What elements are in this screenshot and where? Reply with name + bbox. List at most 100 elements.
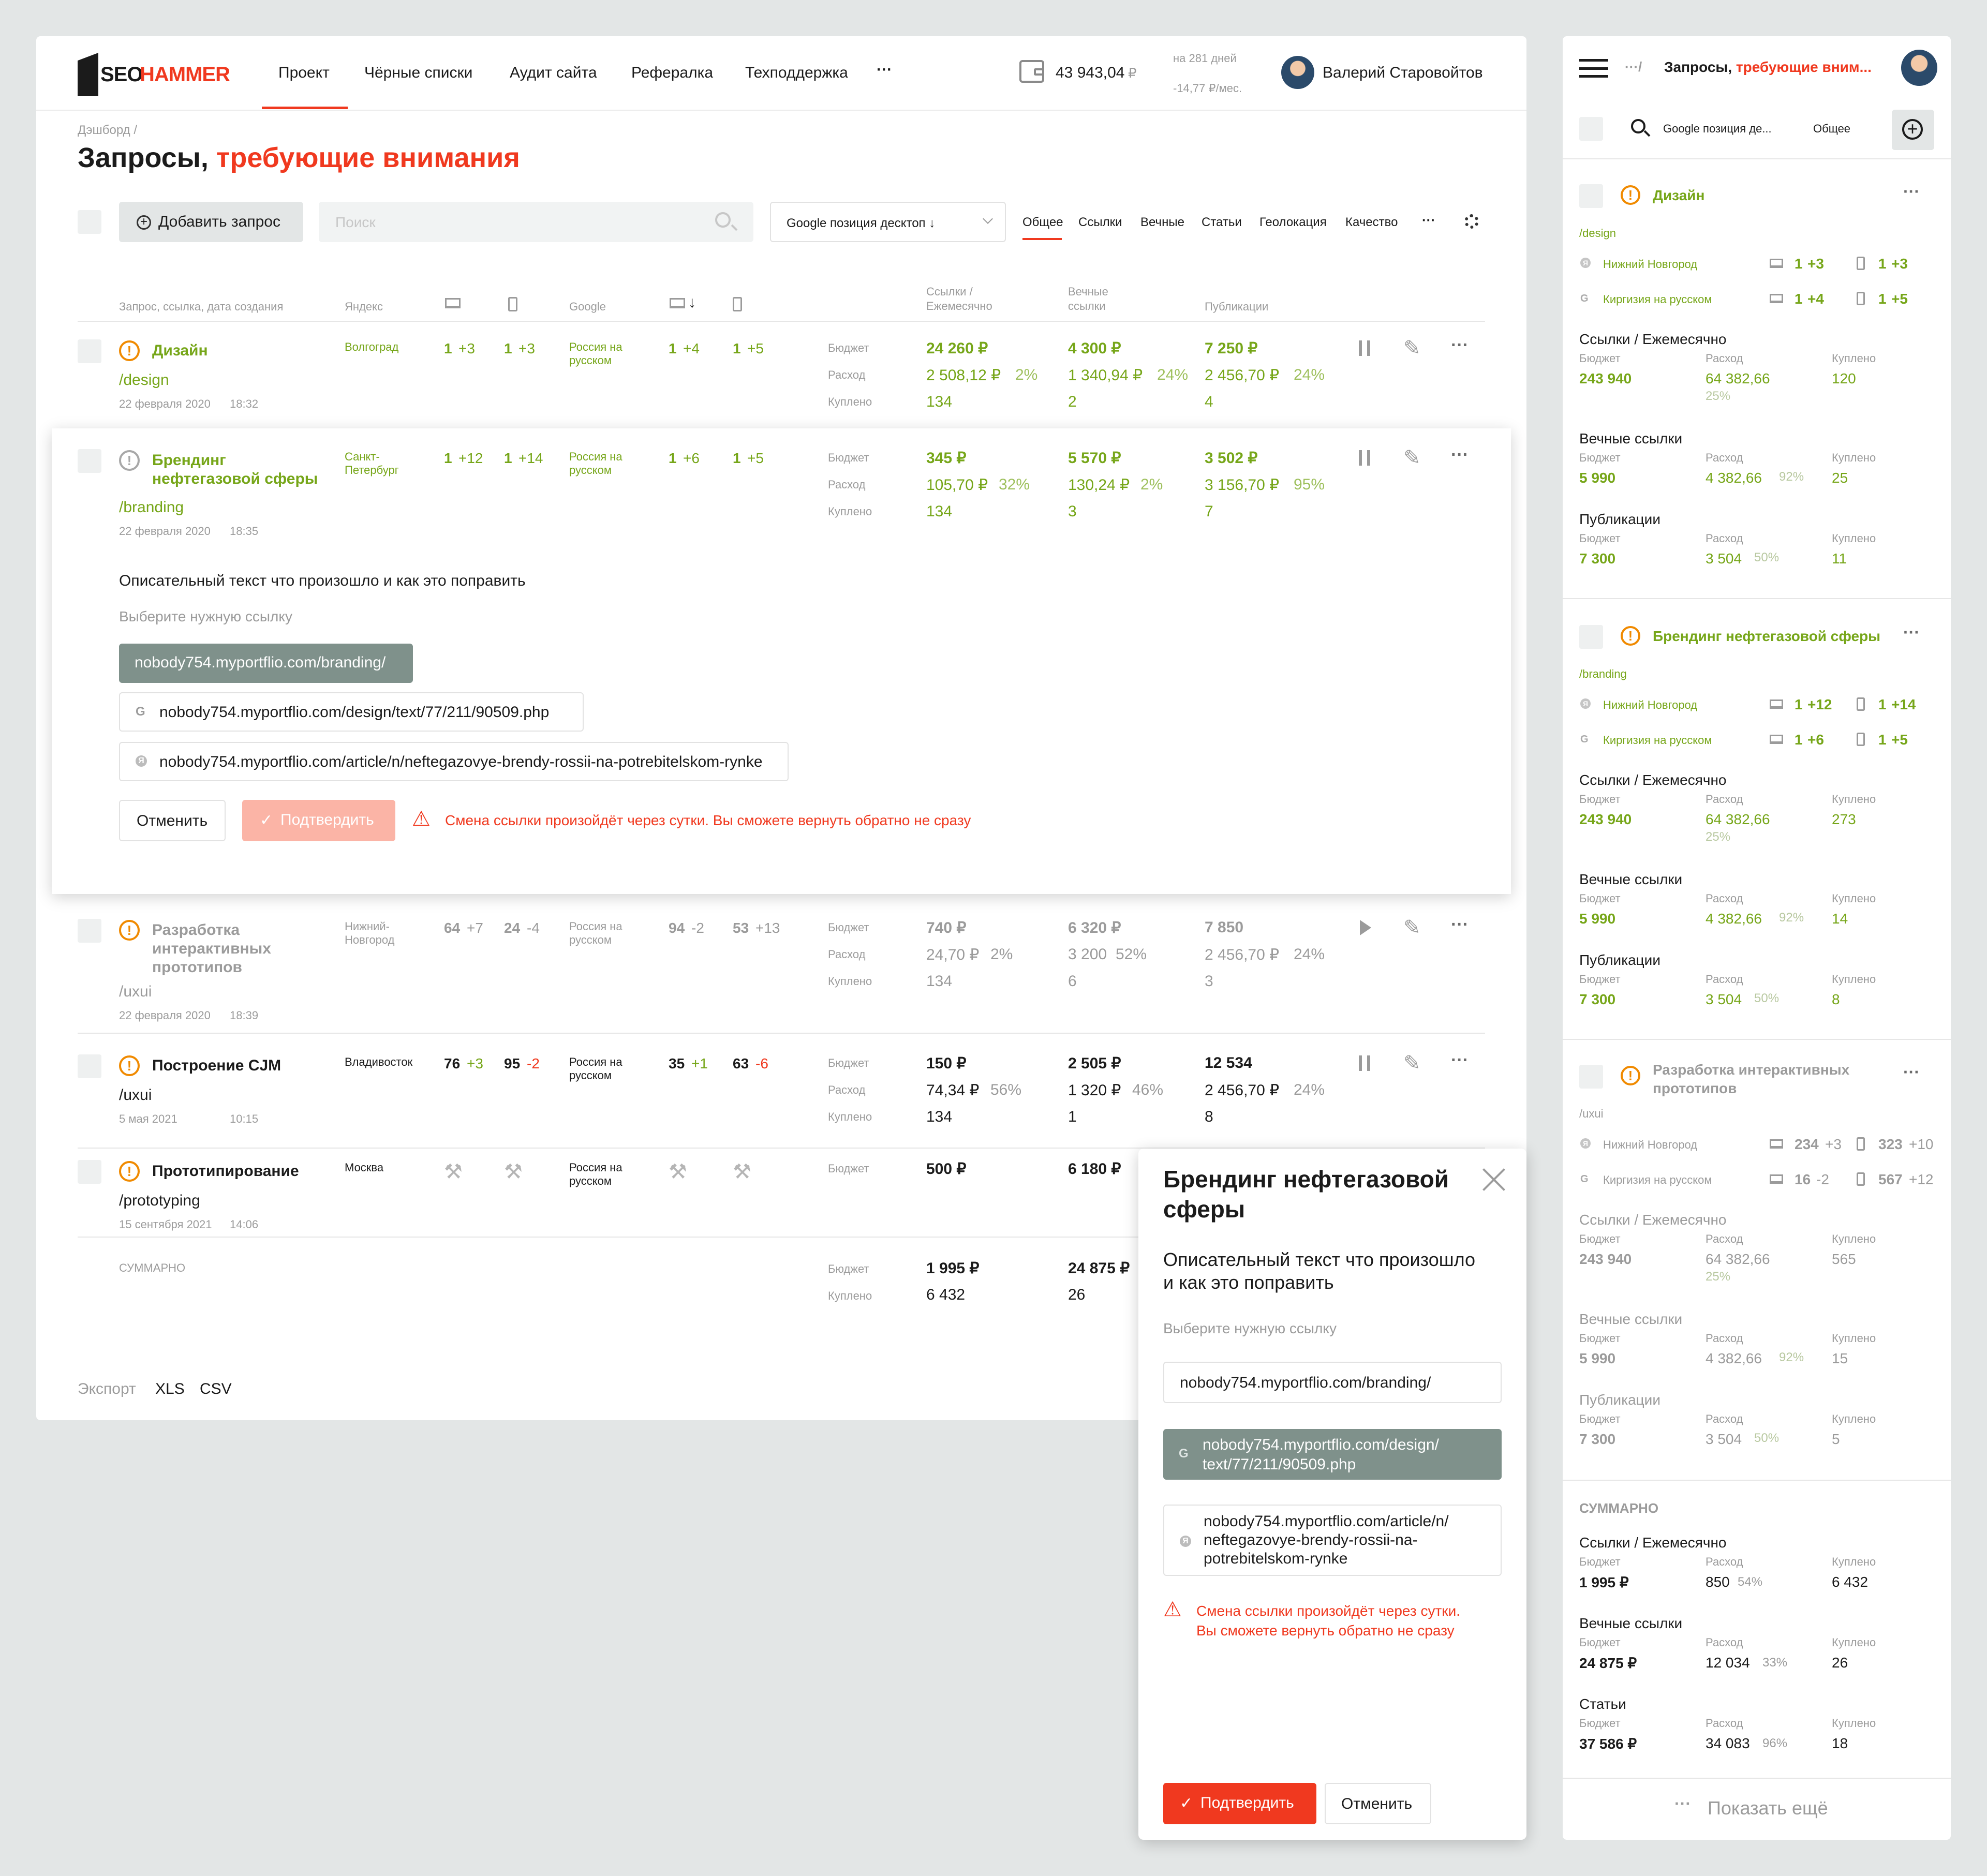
row-title[interactable]: Построение CJM [152,1057,281,1074]
row-date: 5 мая 2021 [119,1112,177,1125]
row-path[interactable]: /uxui [119,983,152,1000]
tab-geo[interactable]: Геолокация [1259,215,1327,229]
mobile-tab-general[interactable]: Общее [1813,122,1851,135]
nav-blacklists[interactable]: Чёрные списки [364,64,473,81]
add-button[interactable]: + [1892,110,1934,150]
row-checkbox[interactable] [78,1054,101,1078]
card-path[interactable]: /branding [1579,667,1627,680]
summary-spend: 12 034 [1706,1655,1750,1671]
select-all-checkbox[interactable] [78,210,101,234]
breadcrumb[interactable]: Дэшборд / [78,123,137,137]
pause-icon[interactable] [1359,450,1370,466]
modal-link-option-2-selected[interactable]: G nobody754.myportflio.com/design/ text/… [1163,1429,1502,1480]
sort-arrow-icon[interactable]: ↓ [688,294,696,311]
row-title[interactable]: Брендинг нефтегазовой сферы [152,452,318,487]
nav-referral[interactable]: Рефералка [631,64,714,81]
sort-select[interactable]: Google позиция десктоп ↓ [770,202,1006,242]
card-checkbox[interactable] [1579,184,1603,208]
card-checkbox[interactable] [1579,1065,1603,1089]
more-icon[interactable]: ··· [1451,335,1469,355]
metric-label: Куплено [1832,1232,1876,1245]
more-icon[interactable]: ··· [1903,623,1920,642]
edit-pencil-icon[interactable]: ✎ [1403,337,1421,360]
card-path[interactable]: /design [1579,227,1616,240]
tab-quality[interactable]: Качество [1345,215,1398,229]
nav-support[interactable]: Техподдержка [745,64,848,81]
avatar[interactable] [1281,56,1314,89]
tab-general[interactable]: Общее [1022,215,1063,229]
hamburger-icon[interactable] [1579,59,1608,78]
pause-icon[interactable] [1359,340,1370,356]
position-delta: +14 [1891,696,1916,712]
link-option-yandex[interactable]: Я nobody754.myportflio.com/article/n/nef… [119,742,789,781]
modal-link-option-1[interactable]: nobody754.myportflio.com/branding/ [1163,1362,1502,1403]
page-title-black: Запросы, [78,142,216,173]
modal-desc-line1: Описательный текст что произошло [1163,1249,1476,1270]
more-icon[interactable]: ··· [1903,1063,1920,1081]
card-title[interactable]: Разработка интерактивных [1653,1062,1850,1078]
play-icon[interactable] [1360,920,1371,935]
position-delta: +3 [518,340,535,356]
edit-pencil-icon[interactable]: ✎ [1403,1052,1421,1075]
edit-pencil-icon[interactable]: ✎ [1403,916,1421,939]
row-checkbox[interactable] [78,919,101,943]
tab-eternal[interactable]: Вечные [1140,215,1184,229]
nav-more[interactable]: ··· [877,61,892,78]
export-csv-link[interactable]: CSV [200,1380,232,1397]
close-icon[interactable] [1481,1167,1507,1193]
more-icon[interactable]: ··· [1451,915,1469,934]
modal-cancel-button[interactable]: Отменить [1325,1783,1431,1824]
row-title[interactable]: Разработка интерактивных прототипов [152,921,271,976]
section-title: Ссылки / Ежемесячно [1579,1535,1727,1551]
mobile-breadcrumb[interactable]: ···/ [1625,59,1642,75]
more-icon[interactable]: ··· [1903,182,1920,201]
card-title[interactable]: прототипов [1653,1080,1737,1096]
add-request-button[interactable]: + Добавить запрос [119,202,303,242]
metric-spend-percent: 25% [1706,830,1731,844]
position-delta: +4 [683,340,700,356]
nav-audit[interactable]: Аудит сайта [510,64,597,81]
position-value: 1 [733,450,741,466]
search-icon[interactable] [1631,119,1645,133]
gear-icon[interactable] [1464,214,1479,229]
row-path[interactable]: /uxui [119,1086,152,1104]
metric-spend-percent: 50% [1754,1431,1780,1445]
row-checkbox[interactable] [78,449,101,473]
cancel-button[interactable]: Отменить [119,800,226,841]
edit-pencil-icon[interactable]: ✎ [1403,446,1421,469]
link-option-selected[interactable]: nobody754.myportflio.com/branding/ [119,644,413,683]
tab-links[interactable]: Ссылки [1078,215,1122,229]
row-path[interactable]: /branding [119,499,184,516]
logo[interactable]: SEO HAMMER [78,53,233,96]
metric-spend: 105,70 ₽ [926,477,988,494]
user-name[interactable]: Валерий Старовойтов [1323,64,1483,81]
search-input[interactable]: Поиск [319,202,753,242]
modal-confirm-button[interactable]: ✓ Подтвердить [1163,1783,1316,1824]
more-icon[interactable]: ··· [1451,1050,1469,1070]
show-more-button[interactable]: ··· Показать ещё [1563,1785,1951,1832]
row-path[interactable]: /prototyping [119,1192,200,1209]
row-checkbox[interactable] [78,339,101,363]
confirm-button-disabled[interactable]: ✓ Подтвердить [242,800,395,841]
card-checkbox[interactable] [1579,625,1603,649]
mobile-select-all-checkbox[interactable] [1579,117,1603,141]
metric-budget: 7 250 ₽ [1205,340,1258,357]
tab-articles[interactable]: Статьи [1202,215,1242,229]
card-path[interactable]: /uxui [1579,1107,1604,1120]
mobile-sort-value[interactable]: Google позиция де... [1663,122,1772,135]
export-xls-link[interactable]: XLS [155,1380,185,1397]
row-title[interactable]: Дизайн [152,342,208,359]
avatar[interactable] [1901,50,1937,86]
row-path[interactable]: /design [119,371,169,389]
card-title[interactable]: Дизайн [1653,187,1705,203]
link-option-google[interactable]: G nobody754.myportflio.com/design/text/7… [119,692,584,732]
nav-project[interactable]: Проект [278,64,330,81]
row-title[interactable]: Прототипирование [152,1163,299,1180]
tabs-more[interactable]: ··· [1422,212,1435,228]
position-value: 1 [1878,256,1887,272]
row-checkbox[interactable] [78,1160,101,1184]
card-title[interactable]: Брендинг нефтегазовой сферы [1653,628,1881,644]
pause-icon[interactable] [1359,1055,1370,1071]
modal-link-option-3[interactable]: Я nobody754.myportflio.com/article/n/ ne… [1163,1505,1502,1576]
more-icon[interactable]: ··· [1451,445,1469,465]
